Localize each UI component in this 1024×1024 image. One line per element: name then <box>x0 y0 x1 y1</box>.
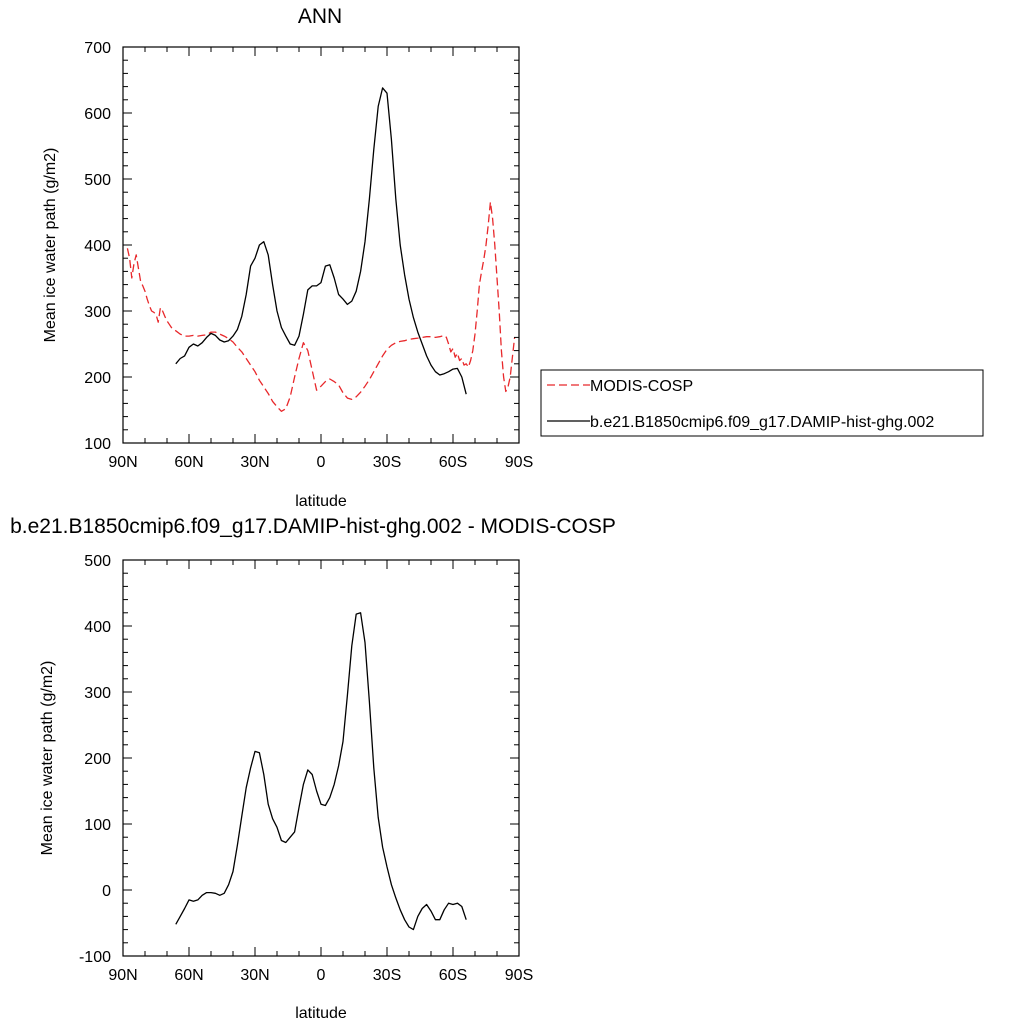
bottom-y-tick-label: 200 <box>84 751 111 768</box>
bottom-y-tick-label: 100 <box>84 817 111 834</box>
top-tick-labels: 90N 60N 30N 0 30S 60S 90S 100 200 300 400 500 600 700 <box>84 40 533 471</box>
top-y-tick-label: 300 <box>84 304 111 321</box>
bottom-y-tick-label: 0 <box>102 883 111 900</box>
bottom-y-tick-label: -100 <box>79 949 111 966</box>
top-y-tick-label: 600 <box>84 106 111 123</box>
bottom-series-line-0 <box>175 612 467 931</box>
top-x-tick-label: 30S <box>373 454 401 471</box>
bottom-panel: b.e21.B1850cmip6.f09_g17.DAMIP-hist-ghg.… <box>10 515 616 1022</box>
bottom-x-tick-label: 60S <box>439 967 467 984</box>
bottom-x-axis-label: latitude <box>295 1005 347 1022</box>
bottom-y-tick-label: 500 <box>84 553 111 570</box>
top-x-tick-label: 60S <box>439 454 467 471</box>
top-x-tick-label: 30N <box>240 454 269 471</box>
bottom-title: b.e21.B1850cmip6.f09_g17.DAMIP-hist-ghg.… <box>10 515 616 538</box>
bottom-x-tick-label: 30N <box>240 967 269 984</box>
bottom-plot-frame <box>122 559 520 957</box>
top-series-line-0 <box>126 201 516 412</box>
top-panel: ANN 90N 60N 30N 0 30S 60S 90S 100 200 300 400 500 60… <box>42 5 984 510</box>
legend: MODIS-COSP b.e21.B1850cmip6.f09_g17.DAMI… <box>540 369 984 437</box>
bottom-x-tick-label: 90N <box>108 967 137 984</box>
bottom-y-tick-label: 400 <box>84 619 111 636</box>
top-plot-frame <box>122 46 520 444</box>
top-series-line-1 <box>175 87 467 395</box>
top-x-tick-label: 0 <box>317 454 326 471</box>
bottom-x-tick-label: 90S <box>505 967 533 984</box>
bottom-x-tick-label: 0 <box>317 967 326 984</box>
top-title: ANN <box>298 5 342 28</box>
legend-label-model: b.e21.B1850cmip6.f09_g17.DAMIP-hist-ghg.… <box>590 414 934 431</box>
bottom-y-tick-label: 300 <box>84 685 111 702</box>
top-y-tick-label: 700 <box>84 40 111 57</box>
legend-box <box>540 369 984 437</box>
bottom-tick-labels: 90N 60N 30N 0 30S 60S 90S -100 0 100 200 300 400 500 <box>79 553 533 984</box>
bottom-ticks <box>122 559 520 957</box>
top-x-tick-label: 90N <box>108 454 137 471</box>
bottom-series-layer <box>175 612 467 931</box>
legend-label-modis: MODIS-COSP <box>590 378 693 395</box>
bottom-x-tick-label: 60N <box>174 967 203 984</box>
top-y-tick-label: 500 <box>84 172 111 189</box>
top-y-axis-label: Mean ice water path (g/m2) <box>42 148 59 343</box>
top-series-layer <box>126 87 516 412</box>
top-x-tick-label: 60N <box>174 454 203 471</box>
top-y-tick-label: 100 <box>84 436 111 453</box>
top-ticks <box>122 46 520 444</box>
bottom-x-tick-label: 30S <box>373 967 401 984</box>
top-x-tick-label: 90S <box>505 454 533 471</box>
bottom-y-axis-label: Mean ice water path (g/m2) <box>39 661 56 856</box>
top-y-tick-label: 200 <box>84 370 111 387</box>
top-x-axis-label: latitude <box>295 493 347 510</box>
top-y-tick-label: 400 <box>84 238 111 255</box>
